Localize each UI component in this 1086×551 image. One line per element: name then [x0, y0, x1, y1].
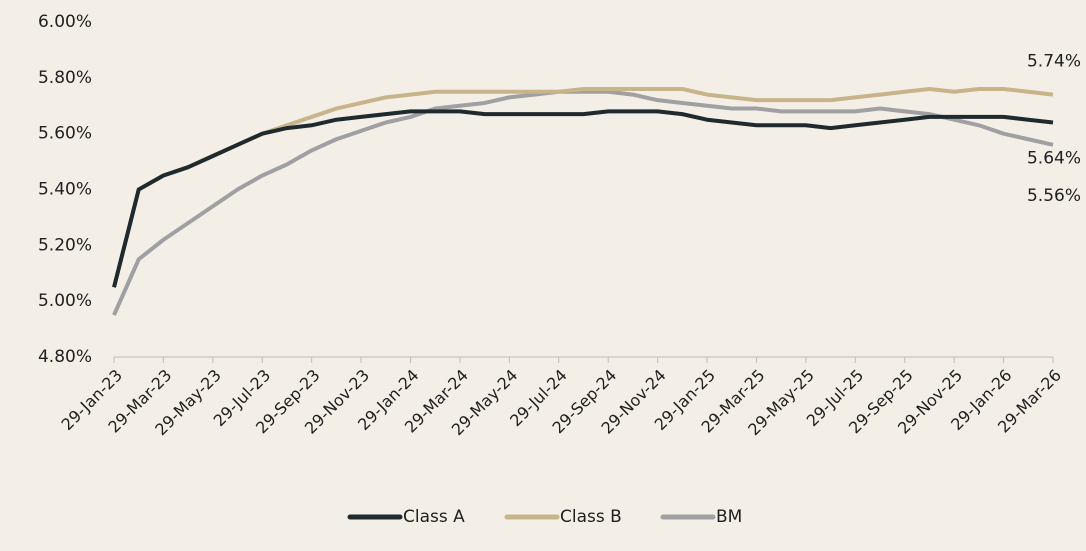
series-line [112, 109, 1054, 288]
y-tick-label: 5.60% [38, 124, 92, 144]
legend-label: Class A [403, 507, 465, 527]
y-tick-label: 5.00% [38, 291, 92, 311]
legend-label: BM [716, 507, 742, 527]
y-tick-label: 5.80% [38, 68, 92, 88]
data-label: 5.56% [1027, 186, 1081, 206]
y-tick-label: 6.00% [38, 12, 92, 32]
legend-label: Class B [560, 507, 622, 527]
series-line [112, 89, 1054, 316]
y-tick-label: 5.20% [38, 235, 92, 255]
data-label: 5.64% [1027, 149, 1081, 169]
y-tick-label: 5.40% [38, 180, 92, 200]
y-tick-label: 4.80% [38, 347, 92, 367]
data-label: 5.74% [1027, 52, 1081, 72]
